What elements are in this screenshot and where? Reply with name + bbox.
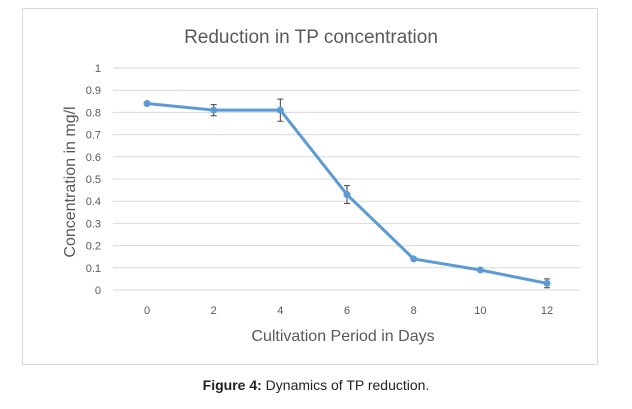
x-tick-label: 10 — [474, 305, 486, 317]
y-tick-label: 0.6 — [86, 152, 101, 164]
chart-plot: Reduction in TP concentration 0 0.1 0.2 0.3… — [62, 27, 580, 345]
figure-caption-text: Dynamics of TP reduction. — [261, 377, 430, 393]
data-point — [476, 266, 484, 274]
y-tick-label: 0.8 — [86, 107, 101, 119]
y-axis-label: Concentration in mg/l — [62, 106, 79, 257]
x-tick-label: 2 — [211, 305, 217, 317]
y-tick-label: 0.2 — [86, 241, 101, 253]
x-axis-label: Cultivation Period in Days — [251, 328, 434, 345]
data-point — [143, 100, 151, 108]
data-point — [543, 279, 551, 287]
x-tick-label: 6 — [344, 305, 350, 317]
chart-frame: Reduction in TP concentration 0 0.1 0.2 0.3… — [22, 8, 598, 365]
data-point — [410, 255, 418, 263]
figure-caption: Figure 4: Dynamics of TP reduction. — [0, 377, 632, 393]
data-point — [276, 106, 284, 114]
y-tick-label: 0 — [95, 285, 101, 297]
y-tick-label: 1 — [95, 63, 101, 75]
grid-lines — [113, 67, 580, 291]
figure-caption-label: Figure 4: — [202, 377, 262, 393]
y-tick-label: 0.3 — [86, 218, 101, 230]
y-tick-label: 0.5 — [86, 174, 101, 186]
y-tick-label: 0.4 — [86, 196, 101, 208]
x-tick-label: 8 — [411, 305, 417, 317]
data-point — [210, 106, 218, 114]
y-tick-label: 0.1 — [86, 263, 101, 275]
y-axis-ticks: 0 0.1 0.2 0.3 0.4 0.5 0.6 0.7 0.8 0.9 1 — [86, 63, 101, 297]
data-point — [343, 191, 351, 199]
y-tick-label: 0.7 — [86, 130, 101, 142]
x-tick-label: 4 — [277, 305, 283, 317]
x-tick-label: 0 — [144, 305, 150, 317]
y-tick-label: 0.9 — [86, 85, 101, 97]
x-tick-label: 12 — [541, 305, 553, 317]
chart-title: Reduction in TP concentration — [184, 27, 438, 48]
x-axis-ticks: 0 2 4 6 8 10 12 — [144, 305, 553, 317]
series-layer — [143, 98, 551, 289]
